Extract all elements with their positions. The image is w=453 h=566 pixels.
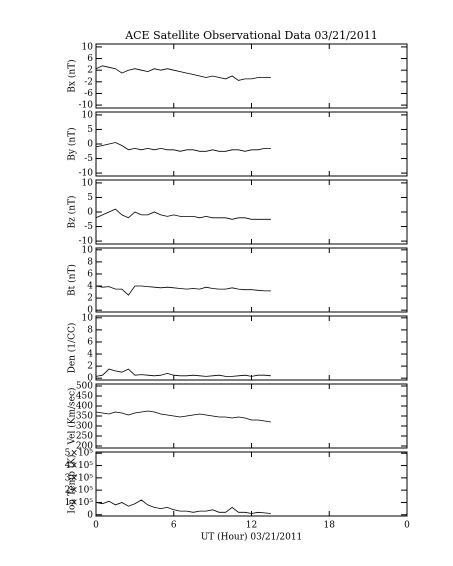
y-tick-label: 2×10⁵ xyxy=(65,486,94,496)
y-tick-label: 6 xyxy=(87,269,93,279)
y-tick-label: 0 xyxy=(87,374,93,384)
data-line xyxy=(95,208,271,220)
y-tick-label: 8 xyxy=(87,257,93,267)
y-tick-label: 450 xyxy=(76,392,93,402)
y-tick-label: -10 xyxy=(79,101,94,111)
y-tick-label: -6 xyxy=(84,89,93,99)
y-tick-label: 0 xyxy=(87,306,93,316)
y-axis-label: Ion Temp (K) xyxy=(67,454,78,513)
panel-frame xyxy=(95,315,408,381)
y-tick-label: 10 xyxy=(82,178,94,188)
y-tick-label: 5 xyxy=(87,125,93,135)
y-tick-label: 6 xyxy=(87,337,93,347)
panel-frame xyxy=(95,43,408,109)
data-line xyxy=(95,285,271,296)
y-tick-label: 10 xyxy=(82,245,94,255)
y-tick-label: 500 xyxy=(76,382,93,392)
y-tick-label: -5 xyxy=(84,222,93,232)
y-tick-label: 6 xyxy=(87,54,93,64)
y-tick-label: 300 xyxy=(76,422,93,432)
x-axis-label: UT (Hour) 03/21/2011 xyxy=(201,532,303,543)
y-tick-label: 5 xyxy=(87,193,93,203)
y-axis-label: Bz (nT) xyxy=(67,195,78,228)
y-tick-label: 2 xyxy=(87,362,93,372)
y-tick-label: 0 xyxy=(87,208,93,218)
y-tick-label: 250 xyxy=(76,432,93,442)
y-axis-label: Den (1/CC) xyxy=(67,323,78,374)
x-tick-label: 0 xyxy=(93,521,99,531)
y-tick-label: 10 xyxy=(82,313,94,323)
y-tick-label: 0 xyxy=(87,510,93,520)
y-tick-label: 200 xyxy=(76,442,93,452)
y-axis-label: Bt (nT) xyxy=(67,264,78,296)
y-tick-label: 4×10⁵ xyxy=(65,461,94,471)
y-tick-label: 2 xyxy=(87,294,93,304)
y-tick-label: 3×10⁵ xyxy=(65,473,94,483)
y-tick-label: 2 xyxy=(87,66,93,76)
y-tick-label: 400 xyxy=(76,402,93,412)
data-line xyxy=(95,410,271,423)
data-line xyxy=(95,368,271,377)
data-line xyxy=(95,142,271,152)
y-tick-label: 8 xyxy=(87,325,93,335)
y-axis-label: Bx (nT) xyxy=(67,59,78,92)
x-tick-label: 12 xyxy=(246,521,257,531)
panel-frame xyxy=(95,451,408,517)
chart-title: ACE Satellite Observational Data 03/21/2… xyxy=(124,29,378,42)
x-tick-label: 6 xyxy=(171,521,177,531)
y-tick-label: 5×10⁵ xyxy=(65,449,94,459)
y-tick-label: -5 xyxy=(84,154,93,164)
y-tick-label: 4 xyxy=(87,282,93,292)
panel-frame xyxy=(95,179,408,245)
panel-frame xyxy=(95,247,408,313)
y-tick-label: -10 xyxy=(79,169,94,179)
y-tick-label: 1×10⁵ xyxy=(65,498,94,508)
y-tick-label: 10 xyxy=(82,110,94,120)
panel-frame xyxy=(95,111,408,177)
y-axis-label: Vel (Km/sec) xyxy=(67,387,78,445)
y-tick-label: 10 xyxy=(82,42,94,52)
y-tick-label: 350 xyxy=(76,412,93,422)
y-tick-label: -2 xyxy=(84,77,93,87)
y-tick-label: 4 xyxy=(87,350,93,360)
y-tick-label: 0 xyxy=(87,140,93,150)
y-tick-label: -10 xyxy=(79,237,94,247)
data-line xyxy=(95,65,271,81)
y-axis-label: By (nT) xyxy=(67,127,78,160)
x-tick-label: 18 xyxy=(324,521,336,531)
x-tick-label: 0 xyxy=(404,521,410,531)
panel-frame xyxy=(95,383,408,449)
data-line xyxy=(95,499,271,514)
